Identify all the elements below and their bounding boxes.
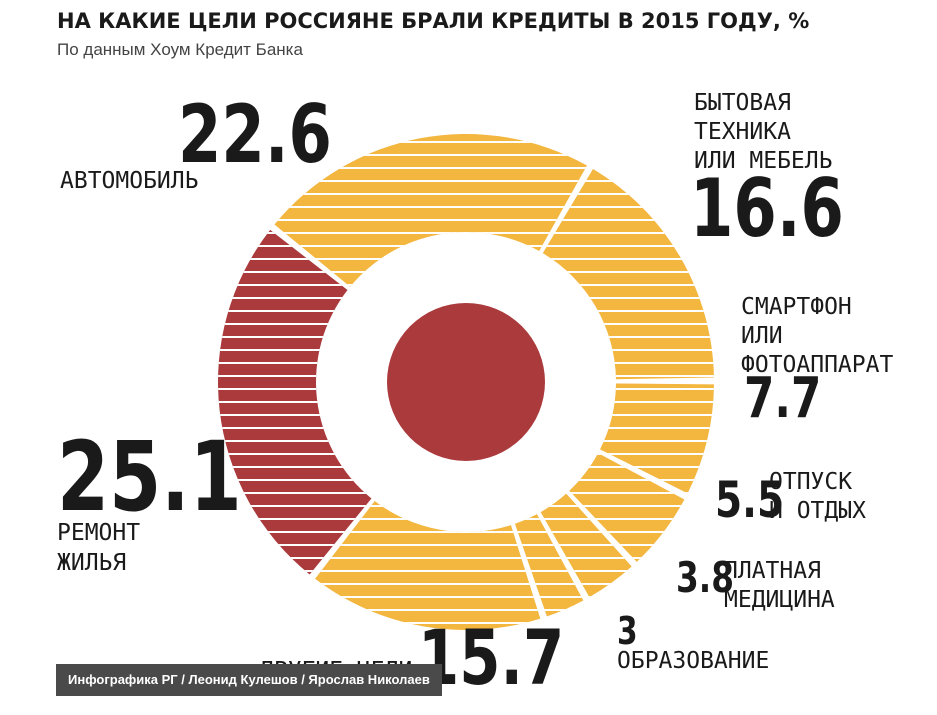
donut-slices: [218, 134, 714, 630]
slice-2: [600, 383, 714, 494]
slice-value-label: 7.7: [744, 365, 821, 431]
chart-title: НА КАКИЕ ЦЕЛИ РОССИЯНЕ БРАЛИ КРЕДИТЫ В 2…: [57, 9, 810, 33]
slice-5: [514, 514, 584, 617]
slice-label: СМАРТФОН ИЛИ ФОТОАППАРАТ: [741, 294, 893, 378]
slice-stripes: [600, 383, 714, 494]
slice-label: ПЛАТНАЯ МЕДИЦИНА: [724, 558, 835, 613]
slice-1: [542, 168, 714, 380]
slice-stripes: [218, 229, 372, 575]
chart-subtitle: По данным Хоум Кредит Банка: [57, 40, 303, 59]
slice-label: ОБРАЗОВАНИЕ: [617, 648, 769, 674]
slice-value-label: 25.1: [57, 422, 242, 534]
slice-value-label: 22.6: [178, 87, 332, 181]
slice-stripes: [514, 514, 584, 617]
slice-label: ОТПУСК И ОТДЫХ: [769, 469, 866, 524]
slice-stripes: [542, 168, 714, 380]
slice-3: [569, 453, 685, 562]
slice-label: БЫТОВАЯ ТЕХНИКА ИЛИ МЕБЕЛЬ: [694, 90, 832, 174]
slice-6: [315, 501, 541, 630]
slice-4: [540, 493, 632, 598]
slice-stripes: [274, 134, 587, 287]
slice-stripes: [315, 501, 541, 630]
slice-label: АВТОМОБИЛЬ: [60, 168, 198, 194]
slice-value-label: 16.6: [690, 161, 844, 255]
slice-label: РЕМОНТ ЖИЛЬЯ: [57, 520, 140, 576]
slice-value-label: 3: [617, 609, 638, 654]
slice-value-label: 3.8: [676, 553, 734, 602]
slice-stripes: [569, 453, 685, 562]
slice-7: [218, 229, 372, 575]
slice-value-label: 15.7: [418, 615, 564, 703]
slice-stripes: [540, 493, 632, 598]
slice-8: [274, 134, 587, 287]
center-dot: [387, 303, 545, 461]
slice-value-label: 5.5: [715, 470, 784, 529]
credit-caption: Инфографика РГ / Леонид Кулешов / Яросла…: [56, 664, 442, 696]
